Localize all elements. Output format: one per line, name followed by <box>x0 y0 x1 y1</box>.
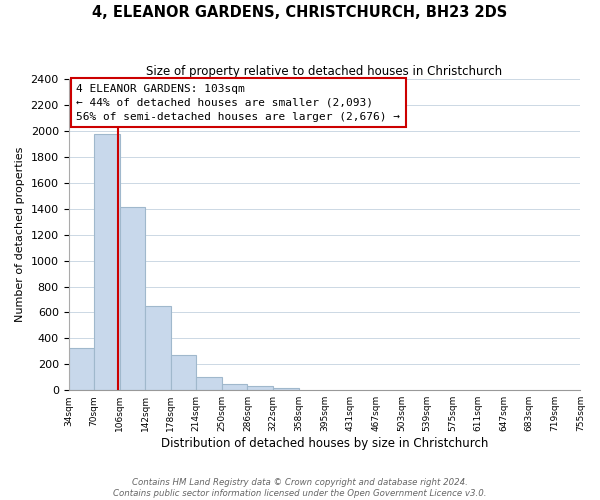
Bar <box>222 384 247 390</box>
Bar <box>94 134 119 390</box>
Bar <box>273 388 299 390</box>
Bar <box>68 348 94 390</box>
Title: Size of property relative to detached houses in Christchurch: Size of property relative to detached ho… <box>146 65 503 78</box>
Y-axis label: Number of detached properties: Number of detached properties <box>15 147 25 322</box>
Bar <box>145 306 171 390</box>
Text: 4 ELEANOR GARDENS: 103sqm
← 44% of detached houses are smaller (2,093)
56% of se: 4 ELEANOR GARDENS: 103sqm ← 44% of detac… <box>76 84 400 122</box>
Bar <box>171 354 196 390</box>
X-axis label: Distribution of detached houses by size in Christchurch: Distribution of detached houses by size … <box>161 437 488 450</box>
Bar <box>247 386 273 390</box>
Bar <box>196 377 222 390</box>
Bar <box>119 208 145 390</box>
Text: 4, ELEANOR GARDENS, CHRISTCHURCH, BH23 2DS: 4, ELEANOR GARDENS, CHRISTCHURCH, BH23 2… <box>92 5 508 20</box>
Text: Contains HM Land Registry data © Crown copyright and database right 2024.
Contai: Contains HM Land Registry data © Crown c… <box>113 478 487 498</box>
